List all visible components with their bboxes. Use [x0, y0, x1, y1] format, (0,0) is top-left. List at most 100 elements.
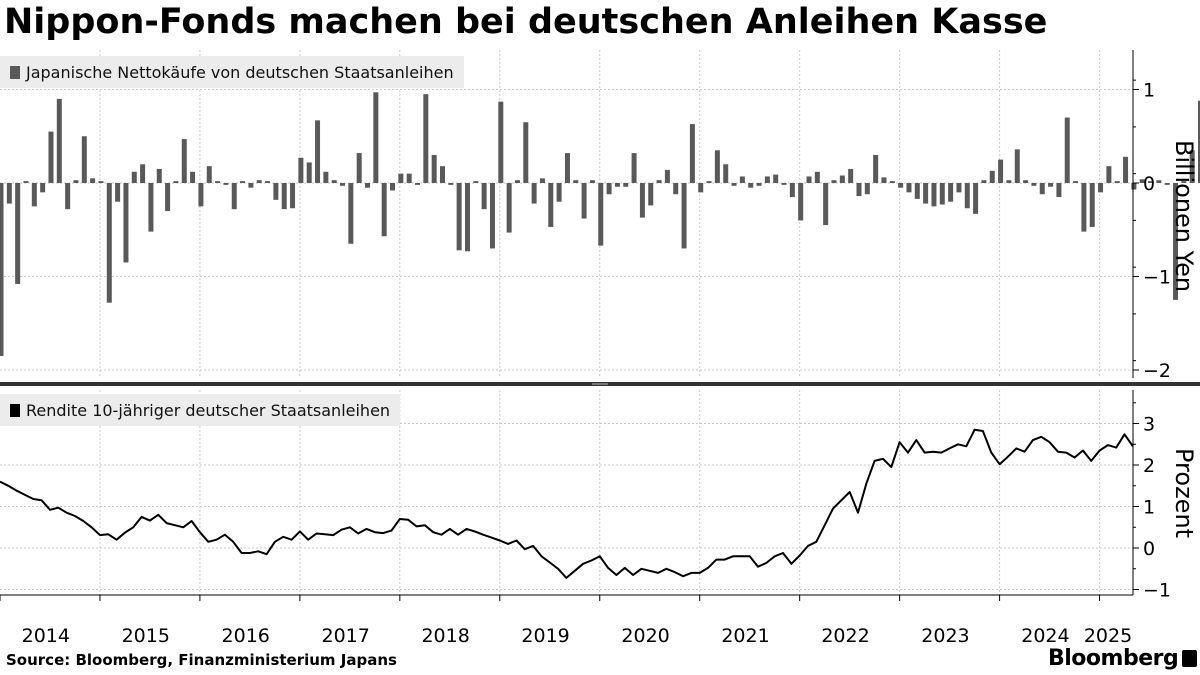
bar — [514, 180, 520, 183]
bar — [73, 180, 79, 183]
bar — [948, 183, 954, 202]
x-tick-label: 2022 — [821, 625, 869, 647]
bar — [489, 183, 495, 249]
bar — [140, 164, 146, 183]
bar — [406, 173, 412, 183]
bar — [256, 180, 262, 183]
bar — [456, 183, 462, 251]
bar — [1048, 183, 1054, 187]
bar — [673, 183, 679, 195]
bar — [906, 183, 912, 193]
bar — [1139, 179, 1145, 183]
bar — [1164, 183, 1170, 185]
bar — [648, 183, 654, 206]
chart-title: Nippon-Fonds machen bei deutschen Anleih… — [4, 2, 1048, 42]
bar — [231, 183, 237, 210]
bar — [939, 183, 945, 205]
bar — [573, 180, 579, 183]
y-tick-label-top: 0 — [1143, 173, 1155, 195]
bar — [823, 183, 829, 226]
bar — [131, 171, 137, 183]
bar — [723, 164, 729, 183]
bar — [973, 183, 979, 214]
bar — [589, 180, 595, 183]
x-tick-label: 2024 — [1021, 625, 1069, 647]
bar — [1106, 166, 1112, 183]
bar — [1031, 183, 1037, 186]
y-axis-title-top: Billionen Yen — [1170, 140, 1198, 293]
bar — [398, 173, 404, 183]
bar — [1039, 183, 1045, 195]
bar — [1148, 181, 1154, 183]
bar — [298, 157, 304, 183]
x-tick-label: 2020 — [621, 625, 669, 647]
bar — [864, 183, 870, 195]
bar — [1173, 183, 1179, 300]
bar — [281, 183, 287, 210]
bar — [564, 153, 570, 183]
bar — [23, 181, 29, 183]
bar — [40, 183, 46, 193]
bar — [90, 178, 96, 183]
bar — [215, 181, 221, 183]
bar — [1156, 180, 1162, 183]
bar — [190, 171, 196, 183]
yield-line — [0, 428, 1134, 579]
bar — [789, 183, 795, 198]
bar — [315, 120, 321, 183]
bar — [614, 183, 620, 187]
bar — [831, 180, 837, 183]
bar — [48, 131, 54, 183]
brand-name: Bloomberg — [1048, 646, 1179, 671]
bar — [756, 183, 762, 186]
bar — [914, 183, 920, 199]
bar — [1189, 150, 1195, 183]
x-tick-label: 2015 — [122, 625, 170, 647]
bar — [1023, 180, 1029, 183]
bar — [798, 183, 804, 221]
bar — [15, 183, 21, 284]
bar — [956, 183, 962, 193]
bar — [1098, 183, 1104, 193]
bar — [923, 183, 929, 204]
bar — [714, 150, 720, 183]
y-axis-title-bottom: Prozent — [1170, 448, 1198, 539]
bar — [598, 183, 604, 246]
bar — [556, 183, 562, 202]
y-tick-label-bottom: 2 — [1143, 455, 1155, 477]
bar — [606, 183, 612, 195]
bar — [415, 183, 420, 185]
bar — [639, 183, 645, 218]
bar — [165, 183, 171, 212]
bar — [1114, 181, 1120, 183]
bloomberg-terminal-icon — [1182, 650, 1198, 667]
bar — [1056, 183, 1062, 198]
bar — [731, 183, 737, 186]
y-tick-label-bottom: −1 — [1143, 580, 1171, 602]
bar — [198, 183, 204, 207]
bar — [1181, 181, 1187, 183]
y-tick-label-bottom: 3 — [1143, 414, 1155, 436]
bar — [265, 181, 271, 183]
bar — [31, 183, 37, 207]
bar — [523, 122, 529, 183]
bar — [98, 181, 104, 183]
bar — [998, 159, 1004, 183]
bar — [581, 183, 587, 219]
bar — [373, 92, 379, 183]
bar — [464, 183, 470, 252]
bar — [1131, 183, 1137, 190]
x-tick-label: 2017 — [322, 625, 370, 647]
bar — [1064, 117, 1070, 183]
bar — [423, 94, 429, 183]
bar — [1198, 100, 1200, 183]
bar — [931, 183, 937, 207]
bar — [273, 183, 279, 200]
bar — [1123, 156, 1129, 183]
bar — [106, 183, 112, 303]
bar — [365, 183, 371, 188]
bar — [806, 176, 812, 183]
legend-bars-label: Japanische Nettokäufe von deutschen Staa… — [26, 62, 454, 82]
bar — [531, 183, 537, 204]
